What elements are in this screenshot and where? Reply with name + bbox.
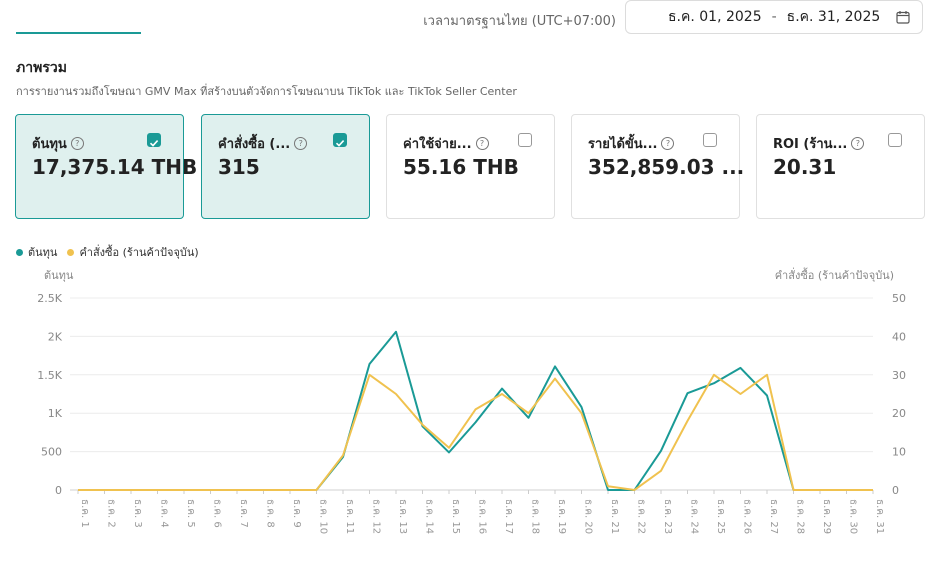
date-range-picker[interactable]: ธ.ค. 01, 2025 - ธ.ค. 31, 2025 (625, 0, 923, 34)
x-tick-label: ธ.ค. 8 (265, 499, 276, 528)
x-tick-label: ธ.ค. 2 (106, 499, 117, 528)
metric-checkbox[interactable] (703, 133, 717, 147)
x-tick-label: ธ.ค. 27 (768, 499, 779, 534)
x-tick-label: ธ.ค. 12 (371, 499, 382, 534)
series-line-orders (78, 373, 873, 491)
x-tick-label: ธ.ค. 18 (530, 499, 541, 534)
timezone-label: เวลามาตรฐานไทย (UTC+07:00) (423, 14, 616, 29)
tab-indicator (16, 32, 141, 34)
metric-value: 20.31 (773, 155, 837, 179)
y2-tick-label: 50 (892, 292, 906, 305)
metric-checkbox[interactable] (518, 133, 532, 147)
help-icon[interactable]: ? (851, 137, 865, 150)
date-separator: - (771, 9, 777, 25)
x-tick-label: ธ.ค. 15 (450, 499, 461, 534)
metric-card-revenue[interactable]: รายได้ขั้น...? 352,859.03 ... (571, 114, 744, 219)
y2-tick-label: 40 (892, 330, 906, 343)
metric-label: รายได้ขั้น... (588, 137, 658, 152)
metric-card-cost[interactable]: ต้นทุน? 17,375.14 THB (15, 114, 197, 219)
y2-tick-label: 10 (892, 446, 906, 459)
x-tick-label: ธ.ค. 6 (212, 499, 223, 528)
legend-dot (16, 248, 23, 256)
x-tick-label: ธ.ค. 26 (742, 499, 753, 534)
metric-checkbox[interactable] (333, 133, 347, 147)
y-tick-label: 1K (48, 407, 63, 420)
metric-value: 17,375.14 THB (32, 155, 198, 179)
x-tick-label: ธ.ค. 21 (609, 499, 620, 534)
metric-value: 315 (218, 155, 260, 179)
x-tick-label: ธ.ค. 28 (795, 499, 806, 534)
y-tick-label: 1.5K (37, 369, 62, 382)
section-description: การรายงานรวมถึงโฆษณา GMV Max ที่สร้างบนต… (16, 85, 517, 98)
metric-label: ต้นทุน (32, 137, 67, 152)
calendar-icon (896, 11, 910, 24)
x-tick-label: ธ.ค. 20 (583, 499, 594, 534)
x-tick-label: ธ.ค. 25 (715, 499, 726, 534)
help-icon[interactable]: ? (294, 137, 308, 150)
x-tick-label: ธ.ค. 5 (185, 499, 196, 528)
metric-checkbox[interactable] (147, 133, 161, 147)
y-axis-title: ต้นทุน (44, 269, 74, 282)
y-tick-label: 0 (55, 484, 62, 497)
x-tick-label: ธ.ค. 24 (689, 499, 700, 534)
x-tick-label: ธ.ค. 19 (556, 499, 567, 534)
section-title: ภาพรวม (16, 60, 67, 76)
x-tick-label: ธ.ค. 4 (159, 499, 170, 528)
x-tick-label: ธ.ค. 30 (848, 499, 859, 534)
check-icon (335, 140, 345, 147)
line-chart: 0 500 1K 1.5K 2K 2.5K 0 10 20 30 40 50 ธ.ค. 1 ธ.ค. 2 ธ… (37, 292, 906, 534)
metric-value: 55.16 THB (403, 155, 519, 179)
metric-value: 352,859.03 ... (588, 155, 745, 179)
date-end: ธ.ค. 31, 2025 (786, 9, 881, 25)
help-icon[interactable]: ? (475, 137, 489, 150)
x-tick-label: ธ.ค. 22 (636, 499, 647, 534)
y2-tick-label: 0 (892, 484, 899, 497)
x-tick-label: ธ.ค. 23 (662, 499, 673, 534)
metric-label: คำสั่งซื้อ (... (218, 137, 291, 152)
x-tick-label: ธ.ค. 11 (344, 499, 355, 534)
x-tick-label: ธ.ค. 31 (874, 499, 885, 534)
x-tick-label: ธ.ค. 13 (397, 499, 408, 534)
x-tick-label: ธ.ค. 14 (424, 499, 435, 534)
date-start: ธ.ค. 01, 2025 (668, 9, 762, 25)
legend-item-orders[interactable]: คำสั่งซื้อ (ร้านค้าปัจจุบัน) (67, 243, 199, 261)
y-tick-label: 500 (41, 446, 62, 459)
check-icon (149, 140, 159, 147)
metric-label: ค่าใช้จ่าย... (403, 137, 472, 152)
legend-label: คำสั่งซื้อ (ร้านค้าปัจจุบัน) (79, 246, 199, 259)
x-tick-label: ธ.ค. 1 (79, 499, 90, 528)
metric-card-orders[interactable]: คำสั่งซื้อ (...? 315 (201, 114, 370, 219)
help-icon[interactable]: ? (70, 137, 84, 150)
y2-tick-label: 30 (892, 369, 906, 382)
x-tick-label: ธ.ค. 17 (503, 499, 514, 534)
legend-item-cost[interactable]: ต้นทุน (16, 243, 57, 261)
metric-card-roi[interactable]: ROI (ร้าน...? 20.31 (756, 114, 925, 219)
metric-label: ROI (ร้าน... (773, 137, 848, 152)
metric-card-spend[interactable]: ค่าใช้จ่าย...? 55.16 THB (386, 114, 555, 219)
x-tick-label: ธ.ค. 7 (238, 499, 249, 528)
metric-checkbox[interactable] (888, 133, 902, 147)
x-tick-label: ธ.ค. 9 (291, 499, 302, 528)
y-tick-label: 2K (48, 330, 63, 343)
chart-legend: ต้นทุน คำสั่งซื้อ (ร้านค้าปัจจุบัน) (16, 243, 209, 261)
x-tick-label: ธ.ค. 29 (821, 499, 832, 534)
legend-label: ต้นทุน (28, 246, 58, 259)
help-icon[interactable]: ? (661, 137, 675, 150)
legend-dot (67, 248, 75, 256)
y2-axis-title: คำสั่งซื้อ (ร้านค้าปัจจุบัน) (774, 269, 894, 282)
x-tick-label: ธ.ค. 3 (132, 499, 143, 528)
y-tick-label: 2.5K (37, 292, 62, 305)
x-tick-label: ธ.ค. 10 (318, 499, 329, 534)
y2-tick-label: 20 (892, 407, 906, 420)
x-tick-label: ธ.ค. 16 (477, 499, 488, 534)
